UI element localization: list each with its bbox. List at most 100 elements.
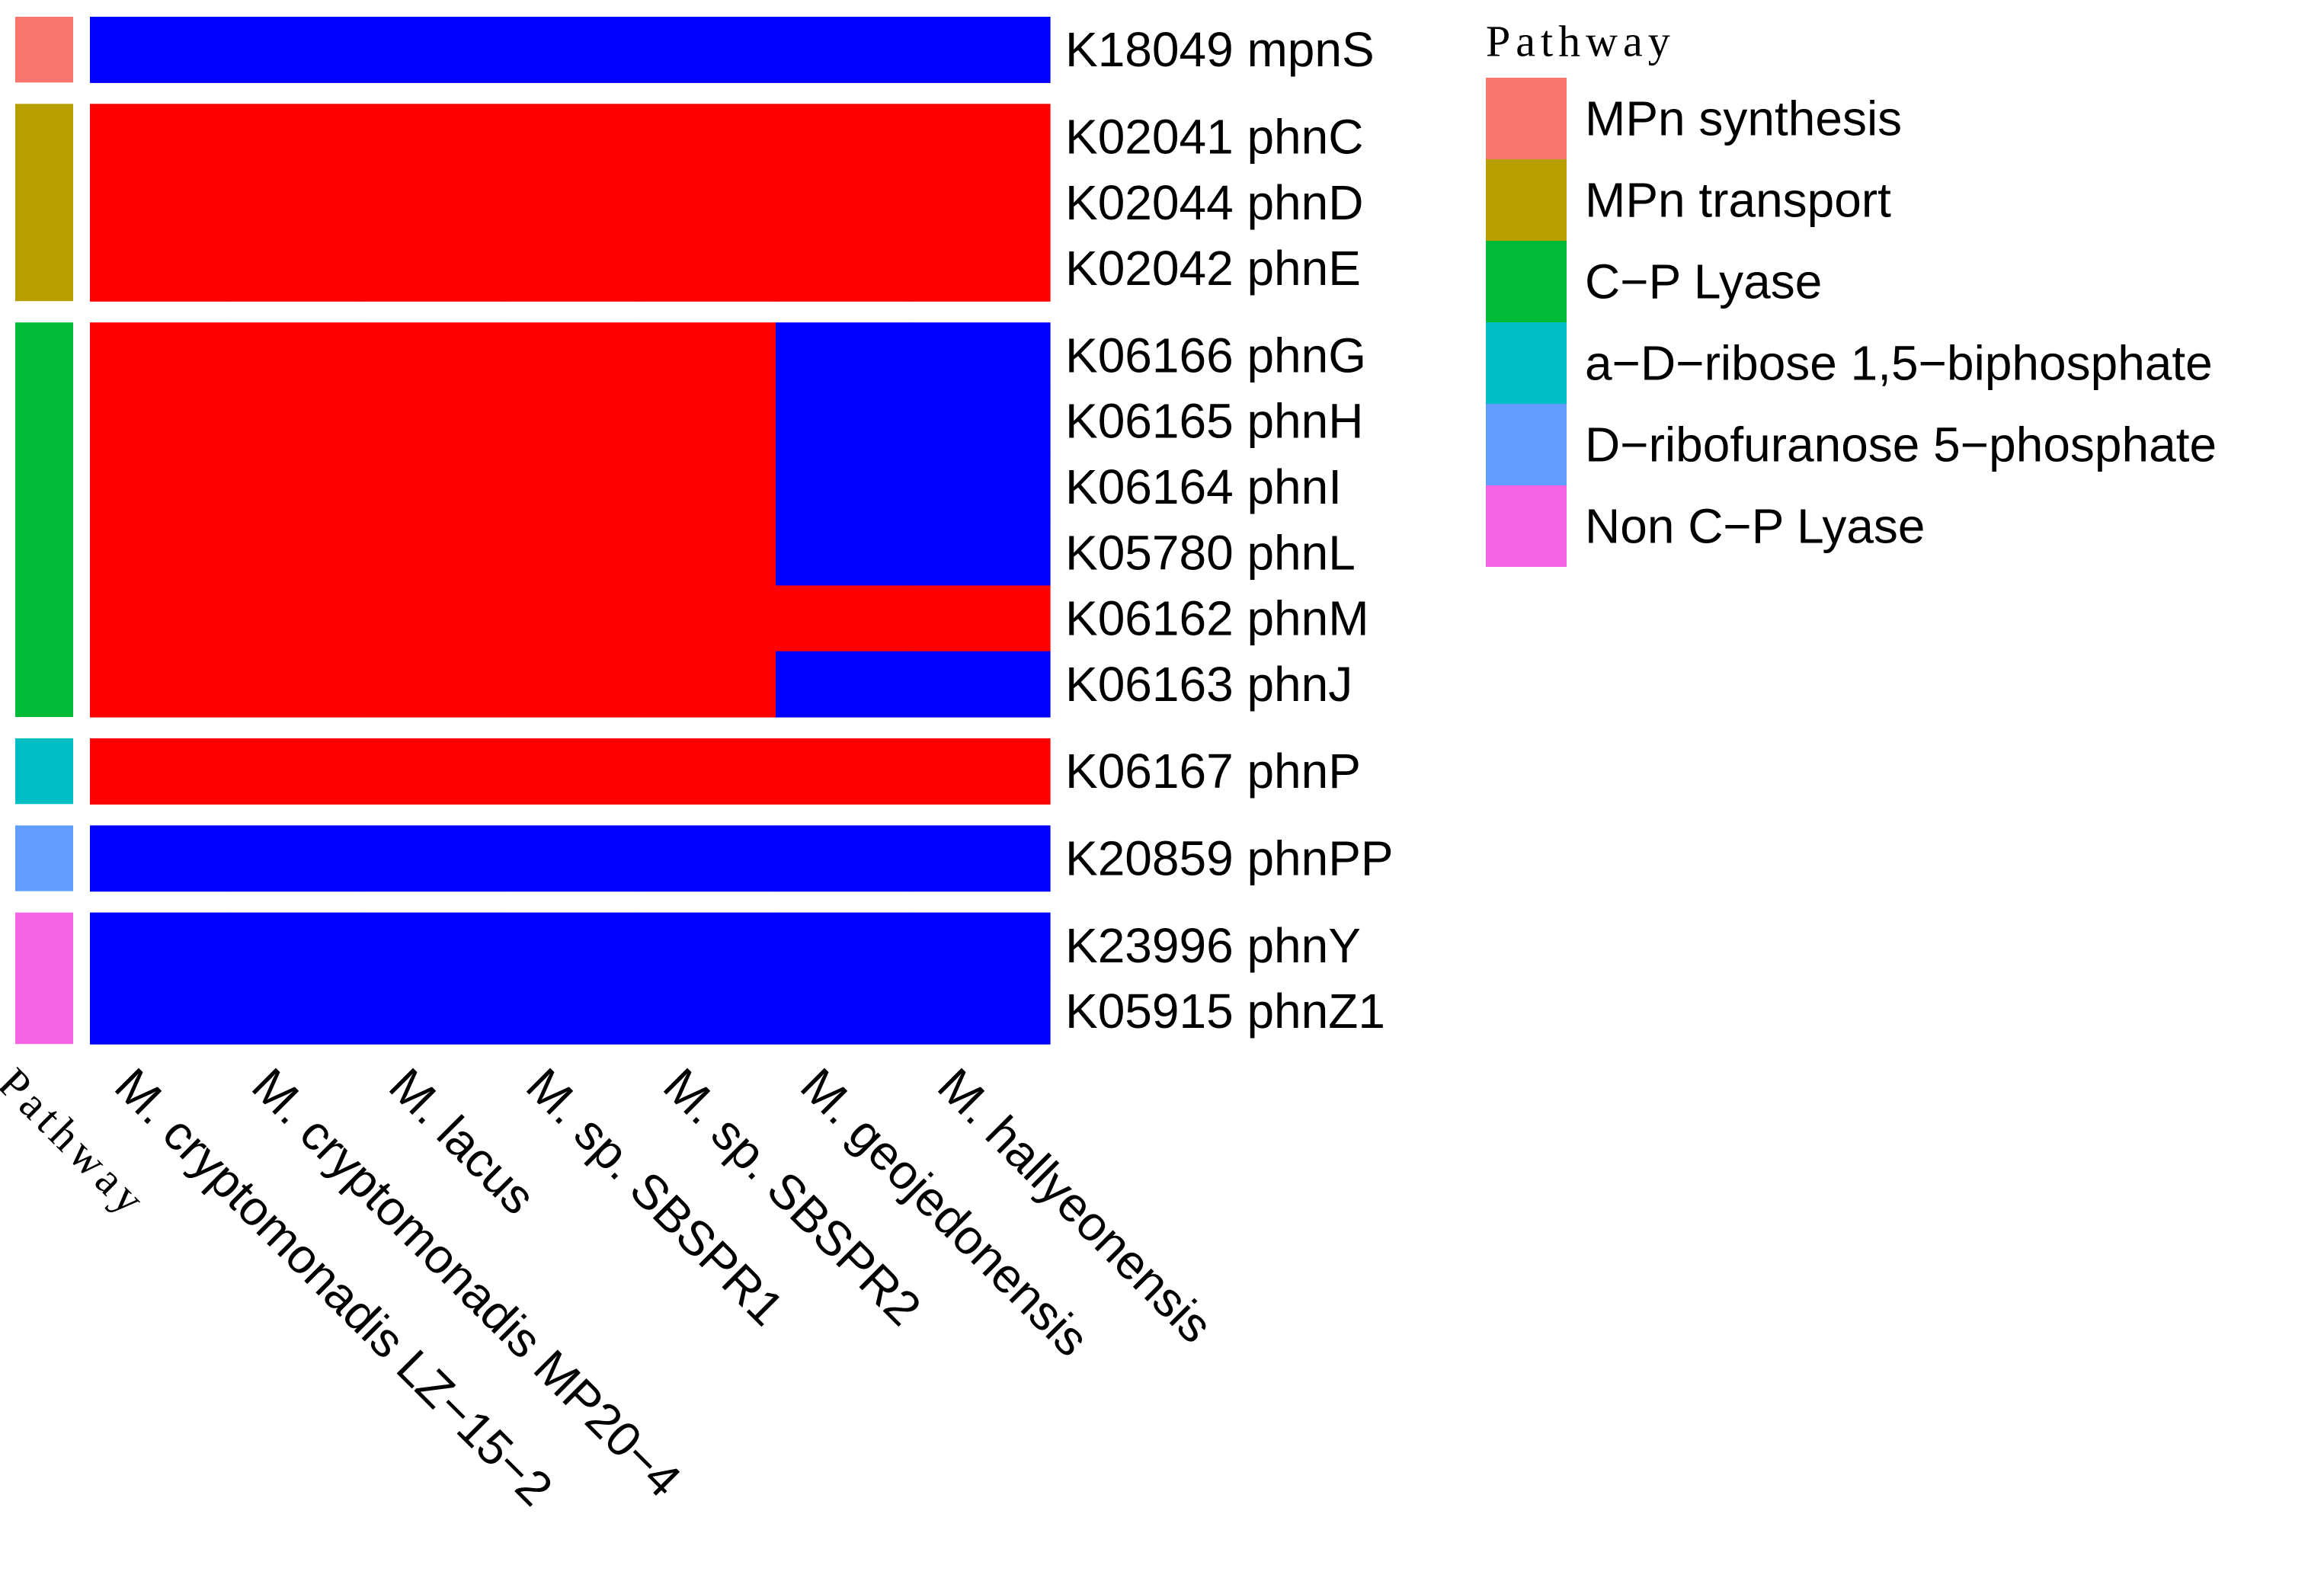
heatmap-cell	[227, 235, 365, 302]
pathway-annotation-block	[15, 912, 73, 1045]
heatmap-cell	[913, 520, 1051, 586]
heatmap-cell	[639, 322, 776, 389]
heatmap-cell	[776, 585, 914, 652]
heatmap-cell	[501, 169, 639, 236]
heatmap-cell	[913, 585, 1051, 652]
heatmap-cell	[227, 322, 365, 389]
gene-label: K23996 phnY	[1065, 918, 1361, 973]
gene-label: K02042 phnE	[1065, 241, 1361, 296]
heatmap-cell	[501, 520, 639, 586]
heatmap-cell	[227, 738, 365, 805]
heatmap-cell	[639, 17, 776, 83]
legend-key	[1486, 404, 1567, 485]
heatmap-cell	[501, 651, 639, 718]
heatmap-cell	[913, 651, 1051, 718]
heatmap-cell	[227, 520, 365, 586]
heatmap-cell	[364, 235, 502, 302]
gene-label: K02041 phnC	[1065, 109, 1363, 164]
heatmap-cell	[913, 322, 1051, 389]
heatmap-cell	[227, 453, 365, 520]
heatmap-cell	[364, 738, 502, 805]
heatmap-cell	[639, 169, 776, 236]
heatmap-cell	[776, 520, 914, 586]
heatmap-cell	[90, 520, 228, 586]
legend: Pathway MPn synthesis MPn transport C−P Lya…	[1486, 17, 2217, 567]
heatmap-cell	[501, 388, 639, 455]
heatmap-cell	[501, 453, 639, 520]
heatmap-cell	[776, 453, 914, 520]
legend-label: C−P Lyase	[1585, 254, 1822, 309]
heatmap-cell	[501, 912, 639, 979]
legend-label: D−ribofuranose 5−phosphate	[1585, 418, 2217, 472]
heatmap-cell	[501, 104, 639, 171]
heatmap-cell	[639, 651, 776, 718]
heatmap-cell	[501, 322, 639, 389]
heatmap-cell	[90, 104, 228, 171]
gene-label: K05915 phnZ1	[1065, 984, 1385, 1039]
pathway-annotation-block	[15, 104, 73, 302]
pathway-annotation-column	[15, 17, 73, 1045]
heatmap-cell	[90, 322, 228, 389]
heatmap-cell	[227, 388, 365, 455]
gene-labels: K18049 mpnS K02041 phnC K02044 phnD K02042 …	[1065, 22, 1394, 1039]
legend-label: Non C−P Lyase	[1585, 499, 1925, 554]
heatmap-cell	[776, 235, 914, 302]
heatmap-cell	[776, 17, 914, 83]
pathway-annotation-block	[15, 322, 73, 717]
legend-key	[1486, 485, 1567, 567]
heatmap-cell	[364, 322, 502, 389]
heatmap-cell	[776, 169, 914, 236]
legend-key	[1486, 78, 1567, 159]
heatmap-cell	[90, 912, 228, 979]
heatmap-cell	[913, 912, 1051, 979]
heatmap-cell	[90, 978, 228, 1045]
heatmap-cell	[776, 651, 914, 718]
heatmap-cell	[90, 651, 228, 718]
heatmap-cell	[364, 388, 502, 455]
heatmap-cell	[639, 453, 776, 520]
heatmap-cell	[90, 825, 228, 892]
column-label: M. sp. SBSPR1	[516, 1058, 794, 1336]
heatmap-cell	[913, 453, 1051, 520]
gene-label: K06166 phnG	[1065, 328, 1366, 382]
heatmap-cell	[501, 235, 639, 302]
gene-label: K06167 phnP	[1065, 744, 1361, 799]
heatmap-cell	[227, 104, 365, 171]
legend-key	[1486, 241, 1567, 322]
heatmap-cell	[501, 585, 639, 652]
heatmap-cell	[90, 453, 228, 520]
heatmap-cell	[639, 978, 776, 1045]
heatmap-cell	[364, 520, 502, 586]
heatmap-cell	[501, 738, 639, 805]
heatmap-cell	[913, 235, 1051, 302]
legend-key	[1486, 322, 1567, 404]
heatmap-cell	[227, 912, 365, 979]
gene-label: K06165 phnH	[1065, 394, 1363, 449]
heatmap-cell	[776, 388, 914, 455]
heatmap-cell	[776, 738, 914, 805]
heatmap-cell	[913, 825, 1051, 892]
heatmap-cell	[639, 388, 776, 455]
heatmap-cell	[227, 651, 365, 718]
heatmap-cell	[639, 235, 776, 302]
gene-label: K06162 phnM	[1065, 591, 1369, 646]
heatmap-cell	[227, 169, 365, 236]
pathway-annotation-block	[15, 738, 73, 805]
heatmap-cell	[90, 169, 228, 236]
legend-title: Pathway	[1486, 17, 1676, 66]
heatmap-cell	[364, 169, 502, 236]
heatmap-cell	[227, 17, 365, 83]
heatmap-cell	[90, 235, 228, 302]
legend-label: MPn transport	[1585, 173, 1891, 228]
heatmap-cell	[364, 978, 502, 1045]
heatmap-cell	[501, 978, 639, 1045]
heatmap-cell	[639, 520, 776, 586]
gene-label: K02044 phnD	[1065, 175, 1363, 230]
heatmap-cell	[90, 17, 228, 83]
heatmap-cell	[913, 978, 1051, 1045]
pathway-annotation-block	[15, 17, 73, 83]
heatmap-cell	[364, 17, 502, 83]
heatmap-cell	[639, 912, 776, 979]
